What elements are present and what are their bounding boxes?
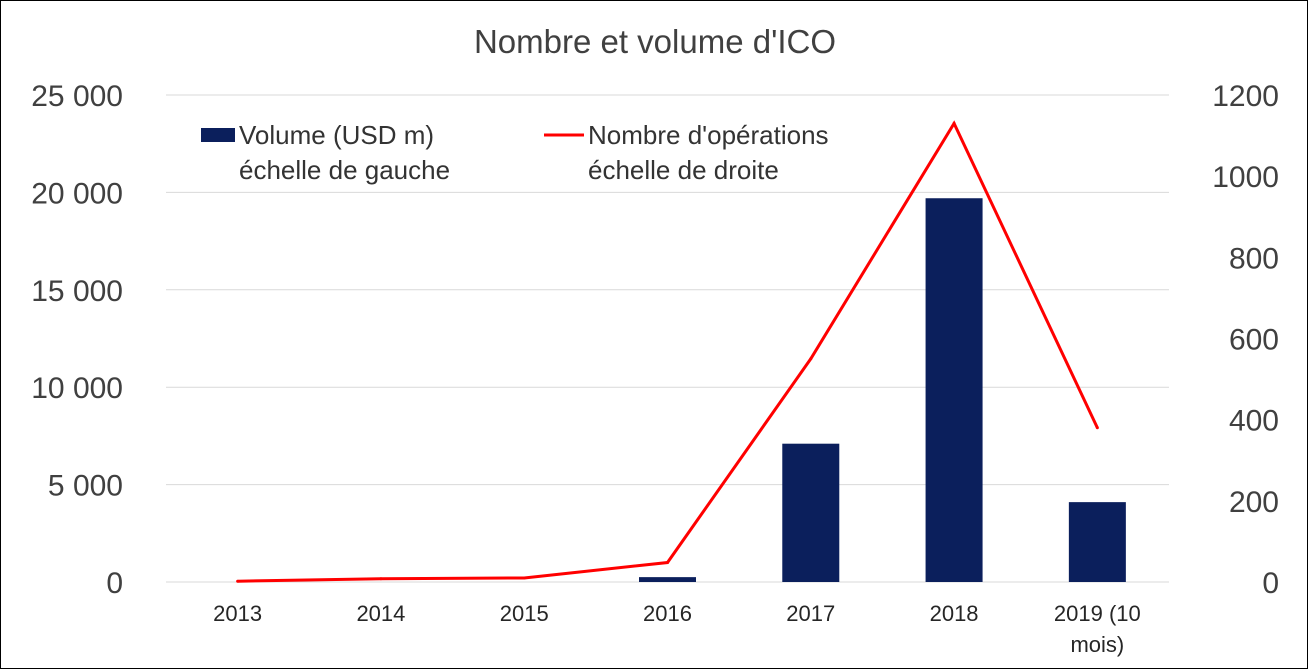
x-tick-label-line: mois) [1070,632,1124,657]
legend-label-operations: Nombre d'opérations échelle de droite [588,120,829,185]
legend-label-volume: Volume (USD m) échelle de gauche [239,120,450,185]
x-axis-ticks: 2013 2014 2015 2016 2017 2018 2019 (10 mois) [213,601,1141,657]
y-right-tick-label: 800 [1229,242,1279,275]
bar-volume-2016 [639,577,696,582]
y-left-tick-label: 10 000 [31,372,123,405]
gridlines [166,94,1169,583]
bar-volume-2017 [782,443,840,582]
x-tick-label-line: 2017 [786,601,835,626]
bar-series [639,198,1126,582]
x-tick-label: 2017 [786,601,835,626]
bar-volume-2019 [1068,502,1126,582]
x-tick-label-line: 2019 (10 [1054,601,1141,626]
legend-label-line: échelle de gauche [239,155,450,185]
y-right-tick-label: 400 [1229,405,1279,438]
x-tick-label: 2019 (10 mois) [1054,601,1141,657]
x-tick-label: 2015 [500,601,549,626]
y-right-tick-label: 1200 [1212,80,1279,113]
y-left-tick-label: 25 000 [31,80,123,113]
point-operations-2015 [522,576,526,580]
bar-volume-2018 [925,198,983,582]
x-tick-label: 2013 [213,601,262,626]
x-tick-label: 2014 [356,601,405,626]
chart-title: Nombre et volume d'ICO [474,23,836,60]
y-right-tick-label: 1000 [1212,161,1279,194]
y-right-tick-label: 200 [1229,486,1279,519]
line-series [236,120,1099,583]
x-tick-label-line: 2014 [356,601,405,626]
y-left-tick-label: 20 000 [31,177,123,210]
x-tick-label: 2018 [930,601,979,626]
y-axis-left-ticks: 0 5 000 10 000 15 000 20 000 25 000 [31,80,123,600]
legend-label-line: échelle de droite [588,155,779,185]
y-left-tick-label: 5 000 [48,470,123,503]
legend-label-line: Volume (USD m) [239,120,434,150]
y-right-tick-label: 0 [1262,567,1279,600]
point-operations-2014 [379,577,383,581]
point-operations-2017 [809,357,813,361]
point-operations-2013 [236,579,240,583]
x-tick-label-line: 2018 [930,601,979,626]
y-left-tick-label: 15 000 [31,275,123,308]
point-operations-2019 [1095,426,1099,430]
x-tick-label-line: 2013 [213,601,262,626]
x-tick-label-line: 2016 [643,601,692,626]
y-left-tick-label: 0 [106,567,123,600]
legend: Volume (USD m) échelle de gauche Nombre d'… [201,120,829,185]
point-operations-2016 [666,561,669,565]
y-axis-right-ticks: 0 200 400 600 800 1000 1200 [1212,80,1279,600]
point-operations-2018 [952,121,956,125]
legend-swatch-volume [201,128,235,142]
legend-label-line: Nombre d'opérations [588,120,829,150]
x-tick-label: 2016 [643,601,692,626]
y-right-tick-label: 600 [1229,324,1279,357]
x-tick-label-line: 2015 [500,601,549,626]
